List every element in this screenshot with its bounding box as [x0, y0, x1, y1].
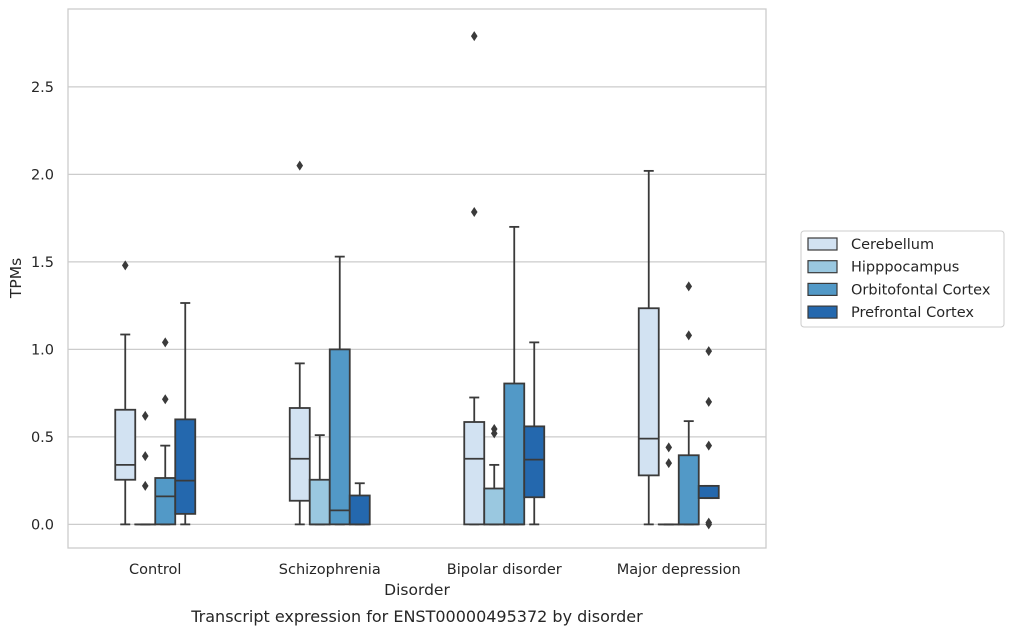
legend-swatch	[807, 260, 838, 274]
x-tick-label: Bipolar disorder	[447, 562, 562, 578]
outlier-point	[141, 410, 149, 421]
y-tick-labels: 0.0 0.5 1.0 1.5 2.0 2.5	[31, 80, 54, 534]
plot-area	[68, 9, 766, 548]
box-orbitofontal-cortex	[154, 337, 177, 526]
box-iqr	[114, 408, 137, 481]
box-iqr	[328, 348, 351, 526]
box-cerebellum	[288, 160, 311, 526]
box-prefrontal-cortex	[174, 302, 197, 526]
outlier-point	[685, 330, 693, 341]
outlier-point	[161, 337, 169, 348]
box-prefrontal-cortex	[348, 482, 371, 526]
box-iqr	[503, 382, 526, 526]
box-hipppocampus	[308, 434, 331, 526]
box-iqr	[288, 407, 311, 502]
legend-swatch	[807, 282, 838, 296]
y-tick-label: 0.5	[31, 430, 54, 446]
box-iqr	[463, 421, 486, 526]
legend-entry: Orbitofontal Cortex	[851, 282, 991, 298]
outlier-point	[685, 281, 693, 292]
x-tick-label: Major depression	[617, 562, 741, 578]
box-iqr	[697, 484, 720, 500]
box-iqr	[348, 494, 371, 526]
legend-swatch	[807, 305, 838, 319]
outlier-point	[665, 458, 673, 469]
box-cerebellum	[114, 260, 137, 526]
x-axis-label: Disorder	[384, 581, 450, 599]
outlier-point	[161, 394, 169, 405]
y-tick-label: 1.5	[31, 255, 54, 271]
box-orbitofontal-cortex	[677, 281, 700, 526]
box-iqr	[637, 307, 660, 477]
outlier-point	[705, 396, 713, 407]
box-hipppocampus	[657, 442, 680, 526]
legend-entry: Hipppocampus	[851, 260, 959, 276]
box-iqr	[154, 477, 177, 526]
box-iqr	[677, 454, 700, 526]
box-hipppocampus	[483, 424, 506, 526]
outlier-point	[705, 517, 713, 528]
plot-frame	[67, 8, 767, 549]
y-axis-label: TPMs	[7, 258, 25, 299]
outlier-point	[470, 31, 478, 42]
box-groups	[114, 31, 720, 530]
box-iqr	[483, 487, 506, 526]
legend-swatch	[807, 237, 838, 251]
x-tick-label: Schizophrenia	[279, 562, 381, 578]
box-cerebellum	[463, 31, 486, 526]
outlier-point	[665, 442, 673, 453]
chart-caption: Transcript expression for ENST0000049537…	[190, 607, 643, 626]
x-tick-labels: Control Schizophrenia Bipolar disorder Majo…	[129, 562, 741, 578]
y-tick-label: 2.5	[31, 80, 54, 96]
box-prefrontal-cortex	[697, 346, 720, 530]
outlier-point	[121, 260, 129, 271]
legend-entry: Prefrontal Cortex	[851, 305, 974, 321]
y-tick-label: 0.0	[31, 517, 54, 533]
box-iqr	[523, 425, 546, 499]
outlier-point	[470, 207, 478, 217]
legend-entry: Cerebellum	[851, 237, 934, 253]
outlier-point	[141, 480, 149, 491]
box-orbitofontal-cortex	[328, 255, 351, 526]
y-tick-label: 2.0	[31, 167, 54, 183]
legend: Cerebellum Hipppocampus Orbitofontal Corte…	[800, 230, 1005, 328]
outlier-point	[490, 424, 498, 434]
x-tick-label: Control	[129, 562, 181, 578]
box-prefrontal-cortex	[523, 341, 546, 526]
box-iqr	[174, 418, 197, 515]
box-orbitofontal-cortex	[503, 225, 526, 526]
outlier-point	[705, 440, 713, 451]
box-cerebellum	[637, 169, 660, 526]
outlier-point	[141, 451, 149, 462]
legend-frame	[800, 230, 1005, 328]
y-tick-label: 1.0	[31, 342, 54, 358]
outlier-point	[705, 346, 713, 357]
box-iqr	[308, 478, 331, 526]
outlier-point	[296, 160, 304, 171]
